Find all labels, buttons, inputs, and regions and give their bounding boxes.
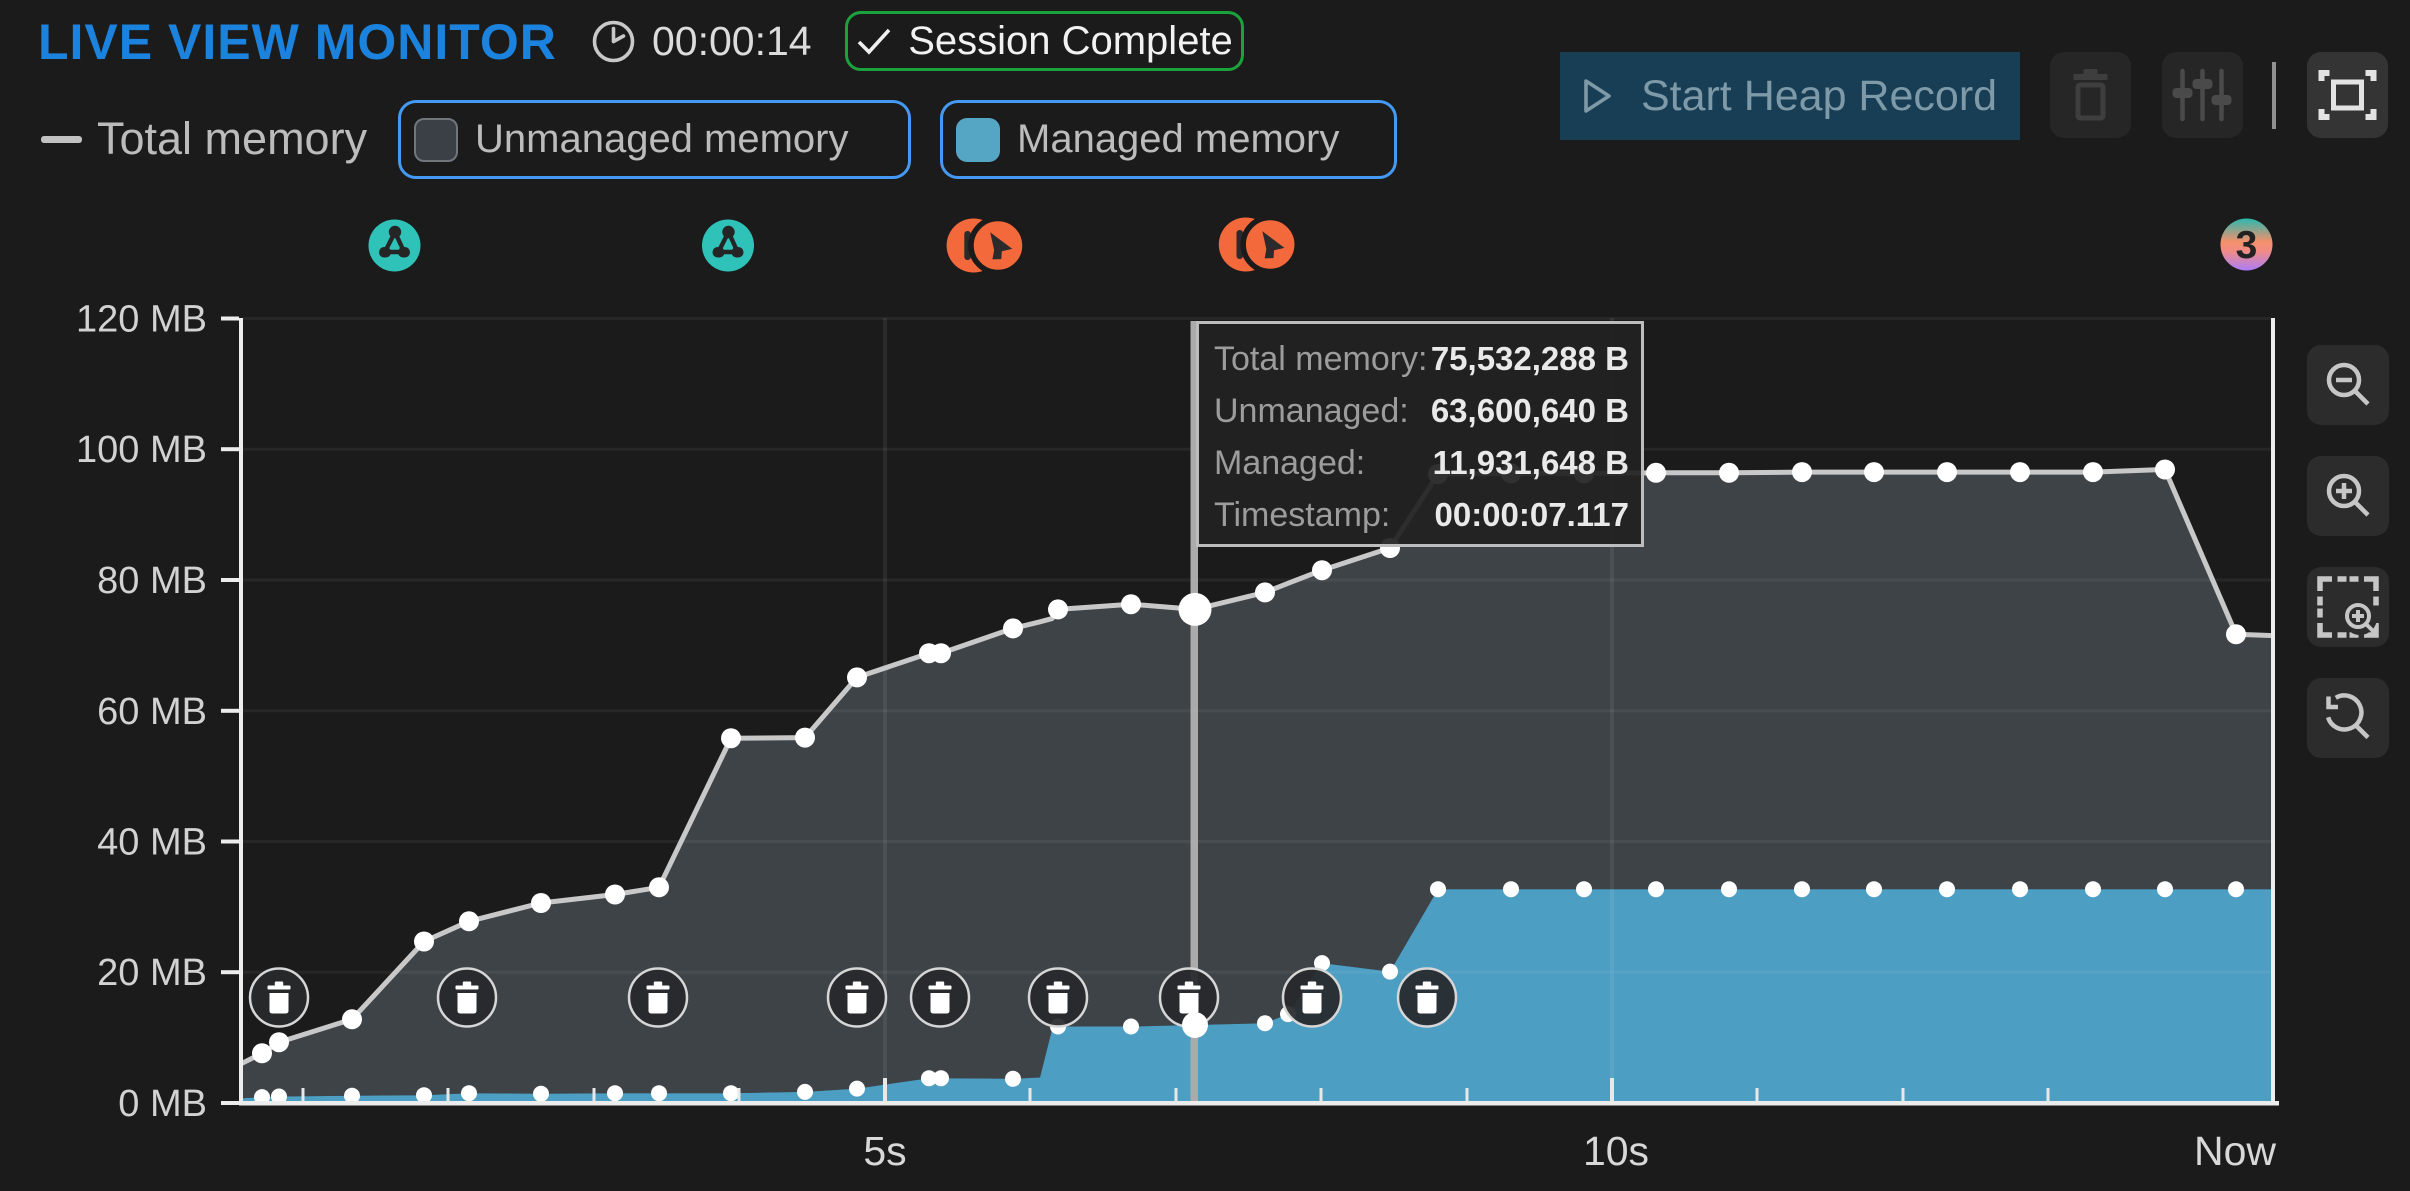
svg-text:10s: 10s — [1583, 1128, 1649, 1174]
svg-text:60 MB: 60 MB — [97, 691, 207, 733]
svg-text:100 MB: 100 MB — [76, 429, 207, 471]
svg-text:120 MB: 120 MB — [76, 299, 207, 341]
svg-text:20 MB: 20 MB — [97, 952, 207, 994]
svg-text:40 MB: 40 MB — [97, 822, 207, 864]
svg-text:5s: 5s — [863, 1128, 906, 1174]
svg-text:0 MB: 0 MB — [118, 1083, 207, 1125]
svg-text:80 MB: 80 MB — [97, 560, 207, 602]
svg-text:Now: Now — [2194, 1128, 2276, 1174]
svg-text:3: 3 — [2236, 224, 2258, 267]
